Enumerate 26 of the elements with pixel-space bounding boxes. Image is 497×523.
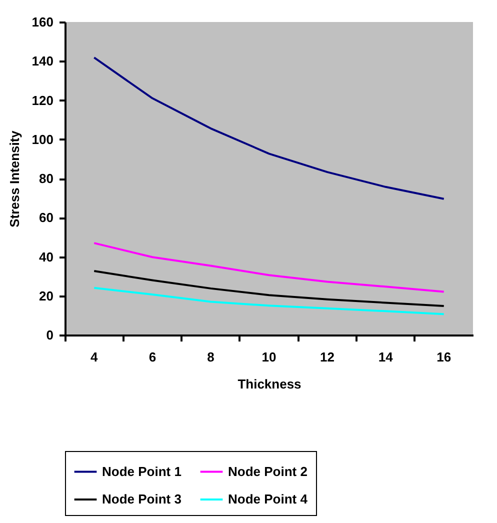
y-tick-label: 20 <box>39 288 54 304</box>
y-tick-label: 120 <box>32 92 54 108</box>
x-tick-label: 14 <box>378 350 394 364</box>
y-tick-label: 80 <box>39 171 54 186</box>
legend-label: Node Point 2 <box>228 464 308 479</box>
x-tick-label: 6 <box>148 350 156 364</box>
legend-label: Node Point 1 <box>102 464 182 479</box>
y-tick-label: 40 <box>39 249 54 264</box>
line-series <box>93 242 445 293</box>
y-axis-title: Stress Intensity <box>6 130 22 228</box>
y-tick-label: 160 <box>32 14 54 30</box>
x-tick-label: 4 <box>90 350 99 364</box>
y-tick-label: 60 <box>39 210 54 226</box>
x-tick-label: 12 <box>320 350 335 364</box>
legend-label: Node Point 4 <box>228 492 308 506</box>
y-tick-label: 0 <box>46 328 54 342</box>
y-tick-label: 100 <box>32 132 54 147</box>
x-tick-label: 8 <box>207 350 214 364</box>
x-tick-label: 10 <box>262 350 276 364</box>
y-tick-label: 140 <box>32 54 54 69</box>
x-tick-label: 16 <box>436 350 452 364</box>
line-series <box>93 56 445 200</box>
x-axis-title: Thickness <box>238 376 302 392</box>
legend-label: Node Point 3 <box>102 492 182 506</box>
line-series <box>93 286 445 316</box>
line-series <box>93 270 445 308</box>
